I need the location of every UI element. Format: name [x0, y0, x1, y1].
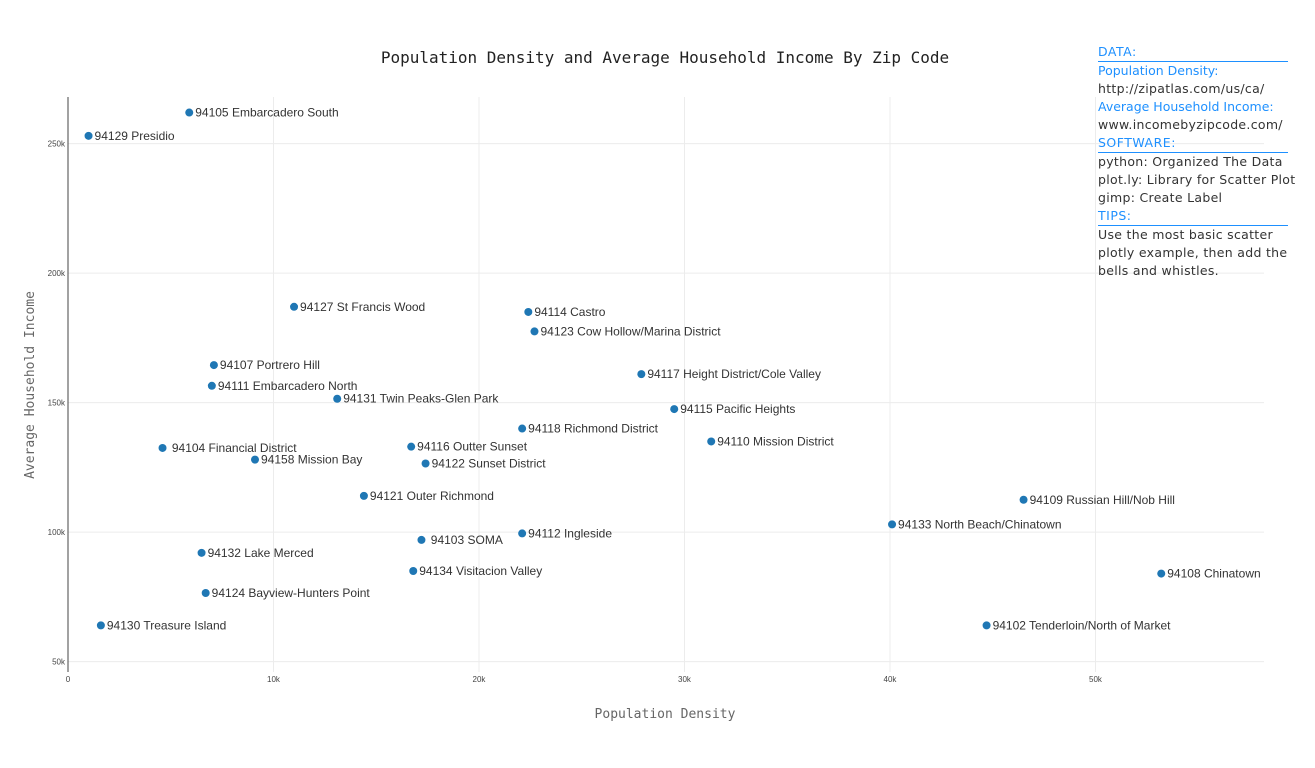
scatter-point[interactable]	[530, 327, 539, 336]
scatter-point[interactable]	[359, 491, 368, 500]
x-tick-label: 30k	[678, 675, 692, 684]
point-label: 94107 Portrero Hill	[220, 358, 320, 372]
point-label: 94121 Outer Richmond	[370, 489, 494, 503]
data-header: DATA:	[1098, 43, 1288, 62]
chart-title: Population Density and Average Household…	[381, 48, 949, 67]
scatter-point[interactable]	[251, 455, 260, 464]
point-label: 94105 Embarcadero South	[195, 106, 338, 120]
y-tick-label: 50k	[52, 658, 66, 667]
point-label: 94111 Embarcadero North	[218, 379, 358, 393]
scatter-point[interactable]	[1157, 569, 1166, 578]
scatter-point[interactable]	[637, 370, 646, 379]
point-label: 94110 Mission District	[717, 434, 834, 448]
x-tick-label: 10k	[267, 675, 281, 684]
point-label: 94115 Pacific Heights	[680, 402, 795, 416]
point-label: 94123 Cow Hollow/Marina District	[540, 324, 721, 338]
point-label: 94114 Castro	[534, 305, 605, 319]
scatter-point[interactable]	[409, 566, 418, 575]
data-points: 94105 Embarcadero South 94129 Presidio 941…	[84, 106, 1261, 632]
pop-density-source: http://zipatlas.com/us/ca/	[1098, 81, 1265, 96]
point-label: 94124 Bayview-Hunters Point	[212, 586, 371, 600]
point-label: 94131 Twin Peaks-Glen Park	[343, 392, 499, 406]
point-label: 94130 Treasure Island	[107, 618, 226, 632]
pop-density-label: Population Density:	[1098, 63, 1219, 78]
scatter-point[interactable]	[333, 394, 342, 403]
tips-line: plotly example, then add the	[1098, 245, 1288, 260]
scatter-point[interactable]	[185, 108, 194, 117]
software-line: gimp: Create Label	[1098, 190, 1223, 205]
scatter-point[interactable]	[290, 302, 299, 311]
gridlines	[68, 97, 1264, 672]
scatter-point[interactable]	[1019, 495, 1028, 504]
y-tick-label: 150k	[48, 399, 66, 408]
income-label: Average Household Income:	[1098, 99, 1274, 114]
software-header: SOFTWARE:	[1098, 134, 1288, 153]
point-label: 94104 Financial District	[169, 441, 298, 455]
scatter-point[interactable]	[84, 131, 93, 140]
point-label: 94116 Outter Sunset	[417, 440, 528, 454]
x-tick-label: 50k	[1089, 675, 1103, 684]
scatter-point[interactable]	[209, 361, 218, 370]
point-label: 94102 Tenderloin/North of Market	[993, 618, 1172, 632]
scatter-point[interactable]	[207, 381, 216, 390]
scatter-point[interactable]	[518, 424, 527, 433]
point-label: 94129 Presidio	[95, 129, 175, 143]
point-label: 94127 St Francis Wood	[300, 300, 425, 314]
point-label: 94103 SOMA	[427, 533, 502, 547]
point-label: 94133 North Beach/Chinatown	[898, 517, 1061, 531]
point-label: 94112 Ingleside	[528, 526, 612, 540]
point-label: 94118 Richmond District	[528, 422, 658, 436]
point-label: 94134 Visitacion Valley	[419, 564, 542, 578]
x-tick-label: 40k	[884, 675, 898, 684]
scatter-point[interactable]	[407, 442, 416, 451]
scatter-point[interactable]	[518, 529, 527, 538]
point-label: 94122 Sunset District	[432, 456, 547, 470]
tips-header: TIPS:	[1098, 207, 1288, 226]
scatter-point[interactable]	[96, 621, 105, 630]
scatter-point[interactable]	[158, 443, 167, 452]
scatter-point[interactable]	[888, 520, 897, 529]
software-line: plot.ly: Library for Scatter Plot	[1098, 172, 1296, 187]
x-tick-label: 0	[66, 675, 71, 684]
y-tick-label: 100k	[48, 528, 66, 537]
scatter-point[interactable]	[421, 459, 430, 468]
software-line: python: Organized The Data	[1098, 154, 1283, 169]
info-panel: DATA: Population Density: http://zipatla…	[1098, 43, 1313, 280]
y-tick-label: 250k	[48, 140, 66, 149]
tick-labels: 0 10k 20k 30k 40k 50k 50k 100k 150k 200k 250k	[48, 140, 1103, 684]
scatter-point[interactable]	[417, 535, 426, 544]
y-tick-label: 200k	[48, 269, 66, 278]
scatter-point[interactable]	[524, 307, 533, 316]
income-source: www.incomebyzipcode.com/	[1098, 117, 1283, 132]
point-label: 94108 Chinatown	[1167, 567, 1260, 581]
scatter-point[interactable]	[201, 589, 210, 598]
x-axis-title: Population Density	[595, 707, 736, 722]
scatter-point[interactable]	[707, 437, 716, 446]
point-label: 94117 Height District/Cole Valley	[647, 367, 821, 381]
x-tick-label: 20k	[473, 675, 487, 684]
tips-line: Use the most basic scatter	[1098, 227, 1273, 242]
scatter-point[interactable]	[197, 548, 206, 557]
scatter-point[interactable]	[982, 621, 991, 630]
point-label: 94109 Russian Hill/Nob Hill	[1030, 493, 1175, 507]
tips-line: bells and whistles.	[1098, 263, 1219, 278]
y-axis-title: Average Household Income	[23, 291, 38, 479]
point-label: 94132 Lake Merced	[208, 546, 314, 560]
scatter-point[interactable]	[670, 405, 679, 414]
point-label: 94158 Mission Bay	[261, 453, 362, 467]
